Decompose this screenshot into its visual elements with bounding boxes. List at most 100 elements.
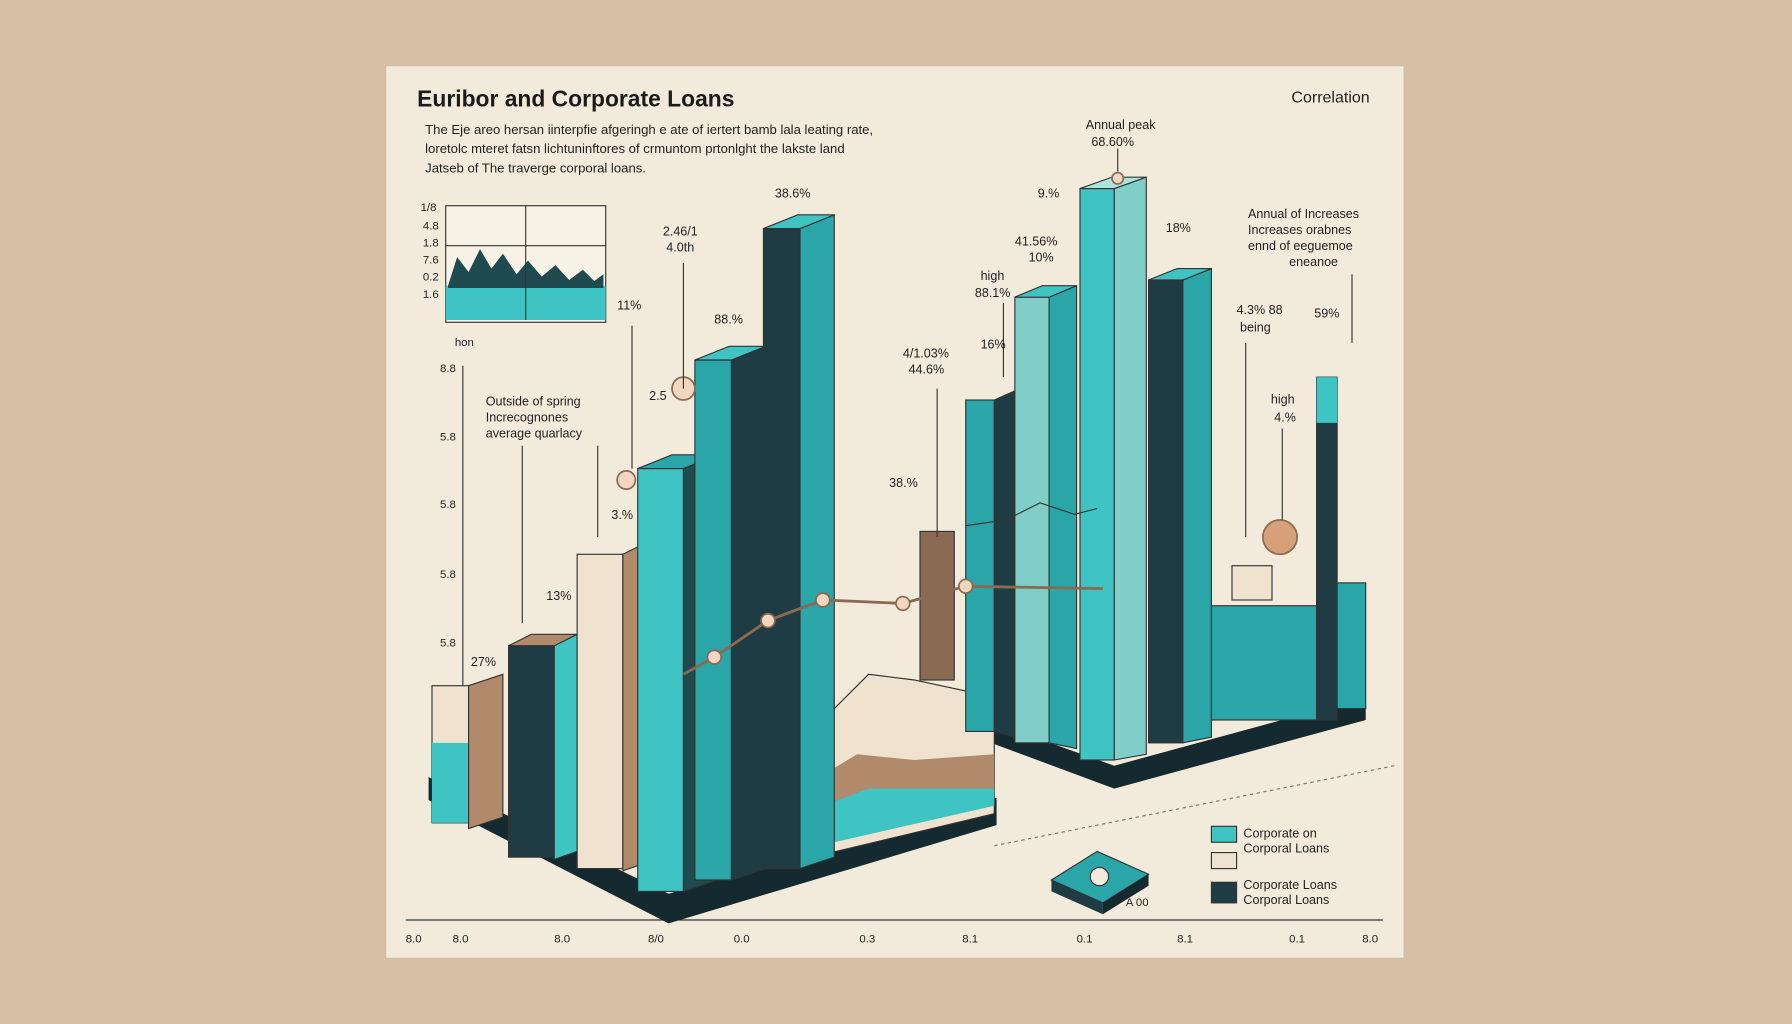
dots [616,171,1298,665]
annotation: average quarlacy [486,427,583,441]
y-label: 8.8 [440,363,456,375]
annotation: 4.0th [666,240,694,254]
annotation: 27% [471,655,496,669]
annotation: 3.% [611,508,633,522]
annotation: 2.46/1 [663,224,698,238]
bar [1210,376,1367,721]
annotation: high [981,269,1005,283]
dot [895,595,911,612]
leaders [521,148,1353,623]
inset-label: 1/8 [421,202,437,214]
annotation: Increases orabnes [1248,223,1351,237]
tag: Correlation [1291,90,1369,107]
bar-top [763,214,835,230]
annotation: 18% [1166,221,1191,235]
annotation: 2.5 [649,389,666,403]
bar [508,633,578,861]
annotation: 11% [617,299,641,313]
y-label: 5.8 [440,432,456,444]
dot [760,612,776,629]
bar-front [1316,376,1338,721]
inset-label: 1.8 [423,237,439,249]
plinth [960,697,1366,789]
bar [1014,284,1078,750]
annotation: 16% [981,337,1006,351]
bar-front [762,228,801,870]
bar-front [1147,279,1184,744]
bar-front [508,645,555,858]
annotation: 41.56% [1015,235,1058,249]
dot [706,649,722,665]
bar-front [1079,188,1115,761]
bar-side [1113,176,1147,761]
x-label: 0.1 [1289,933,1305,945]
inset-caption: hon [455,337,474,349]
icon-label: A 00 [1126,897,1149,909]
x-label: 8.0 [406,933,422,945]
bar-side [799,214,835,870]
dot [958,578,974,594]
inset-label: 1.6 [423,289,439,301]
inset-label: 0.2 [423,272,439,284]
annotation: 44.6% [909,363,945,377]
annotation: Annual of Increases [1248,207,1359,221]
x-label: 8.1 [1177,933,1193,945]
x-label: 8.1 [962,933,978,945]
inset-label: 7.6 [423,255,439,267]
annotation: being [1240,320,1271,334]
annotation: 88.% [714,312,743,326]
legend-label: Corporal Loans [1243,841,1329,855]
bar [965,389,1016,738]
bar-front [1210,605,1327,721]
description: Jatseb of The traverge corporal loans. [425,161,646,176]
bar-front [576,553,624,870]
bar-side [730,345,767,881]
bar-front [1336,582,1367,710]
dot [616,470,637,490]
annotation: Annual peak [1086,118,1157,132]
bar-side [1182,267,1212,744]
description: The Eje areo hersan iinterpfie afgeringh… [425,122,873,137]
bar-top [1148,268,1212,281]
bar-side [468,673,504,830]
bar-front [694,359,732,881]
bar-side [553,633,578,861]
inset-chart [445,205,607,323]
y-label: 5.8 [440,637,456,649]
x-label: 0.1 [1077,933,1093,945]
bar [694,345,767,881]
dot [1262,519,1298,556]
bar-side [993,389,1016,738]
x-label: 0.3 [859,933,875,945]
dot [815,592,831,608]
legend-swatch [1210,825,1238,843]
annotation: ennd of eeguemoe [1248,239,1353,253]
annotation: Outside of spring [486,395,581,409]
bar-top [1014,285,1077,298]
x-labels: 8.0 8.0 8.0 8/0 0.0 0.3 8.1 0.1 8.1 0.1 … [406,933,1378,945]
bar-front [637,468,684,892]
description: loretolc mteret fatsn lichtuninftores of… [425,141,844,156]
x-label: 8.0 [453,933,469,945]
annotation: 38.% [889,476,918,490]
bar-front [919,530,955,681]
bar [576,541,647,872]
bar [1079,176,1147,761]
legend-label: Corporal Loans [1243,893,1329,907]
bar-front [965,399,995,732]
legend-label: Corporate on [1243,827,1316,841]
legend-swatch [1210,852,1238,870]
y-label: 5.8 [440,499,456,511]
trend-line [965,502,1098,527]
annotation: eneanoe [1289,255,1338,269]
annotation: 38.6% [775,187,811,201]
annotation: 4/1.03% [903,347,949,361]
annotation: 4.3% 88 [1237,303,1283,317]
x-label: 0.0 [734,933,750,945]
annotation: 59% [1314,307,1339,321]
money-icon [1050,850,1150,915]
title: Euribor and Corporate Loans [417,86,734,112]
legend-label: Corporate Loans [1243,878,1337,892]
annotation: 68.60% [1091,135,1134,149]
